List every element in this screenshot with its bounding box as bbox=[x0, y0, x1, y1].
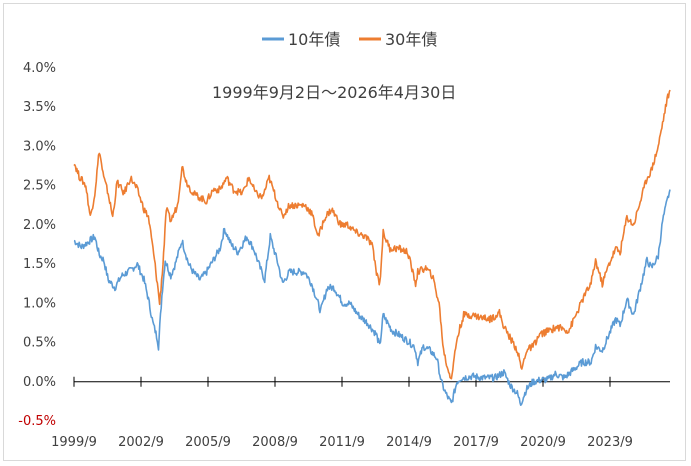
y-tick-label: 0.0% bbox=[23, 375, 56, 390]
x-tick-label: 2002/9 bbox=[118, 435, 164, 450]
x-tick-label: 2020/9 bbox=[520, 435, 566, 450]
chart-frame: 10年債 30年債 1999年9月2日～2026年4月30日 -0.5% 0.0%… bbox=[3, 3, 686, 461]
y-tick-label: 1.5% bbox=[23, 257, 56, 272]
y-tick-label: 1.0% bbox=[23, 296, 56, 311]
series-group bbox=[73, 89, 671, 406]
x-tick-label: 2023/9 bbox=[587, 435, 633, 450]
legend: 10年債 30年債 bbox=[262, 30, 437, 49]
y-axis: -0.5% 0.0% 0.5% 1.0% 1.5% 2.0% 2.5% 3.0% 3.5% 4.0… bbox=[18, 61, 56, 429]
legend-label-30y: 30年債 bbox=[385, 30, 437, 49]
x-tick-label: 2011/9 bbox=[319, 435, 365, 450]
x-tick-label: 2008/9 bbox=[252, 435, 298, 450]
y-tick-label: 4.0% bbox=[23, 61, 56, 76]
legend-label-10y: 10年債 bbox=[288, 30, 340, 49]
y-tick-label: 3.5% bbox=[23, 100, 56, 115]
chart-subtitle: 1999年9月2日～2026年4月30日 bbox=[212, 83, 456, 102]
x-axis: 1999/9 2002/9 2005/9 2008/9 2011/9 2014/9 2017… bbox=[51, 376, 670, 450]
x-tick-label: 2014/9 bbox=[386, 435, 432, 450]
x-tick-label: 1999/9 bbox=[51, 435, 97, 450]
y-tick-label: 3.0% bbox=[23, 139, 56, 154]
series-line-10y bbox=[73, 189, 671, 406]
y-tick-label: 2.0% bbox=[23, 218, 56, 233]
series-line-30y bbox=[73, 89, 671, 380]
x-tick-label: 2017/9 bbox=[453, 435, 499, 450]
x-tick-label: 2005/9 bbox=[185, 435, 231, 450]
yield-line-chart: 10年債 30年債 1999年9月2日～2026年4月30日 -0.5% 0.0%… bbox=[18, 30, 671, 450]
y-tick-label: 2.5% bbox=[23, 179, 56, 194]
y-tick-label: 0.5% bbox=[23, 336, 56, 351]
y-tick-label: -0.5% bbox=[18, 414, 56, 429]
